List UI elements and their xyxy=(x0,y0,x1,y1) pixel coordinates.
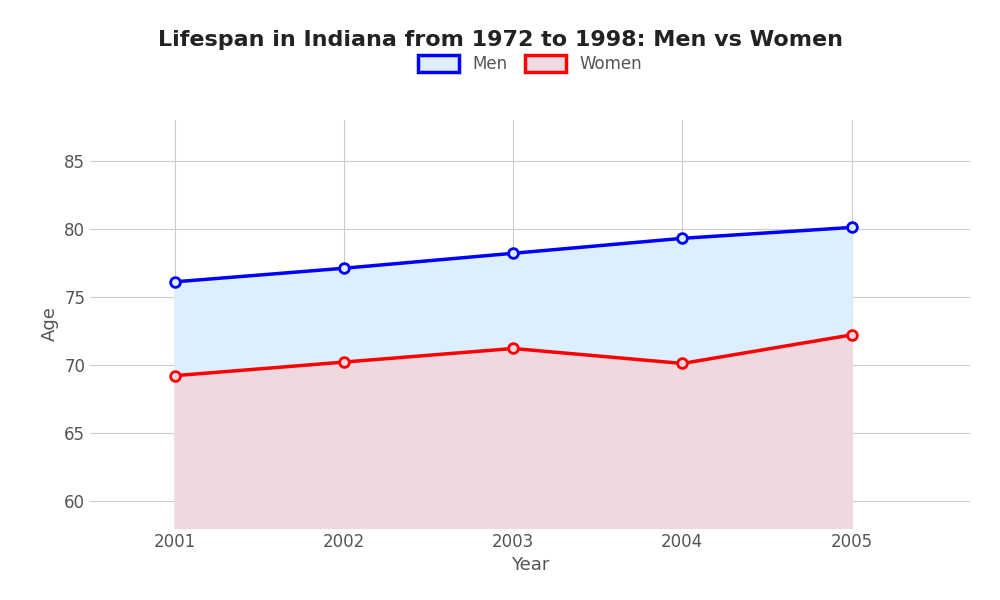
X-axis label: Year: Year xyxy=(511,556,549,574)
Text: Lifespan in Indiana from 1972 to 1998: Men vs Women: Lifespan in Indiana from 1972 to 1998: M… xyxy=(158,30,842,50)
Y-axis label: Age: Age xyxy=(41,307,59,341)
Legend: Men, Women: Men, Women xyxy=(418,55,642,73)
